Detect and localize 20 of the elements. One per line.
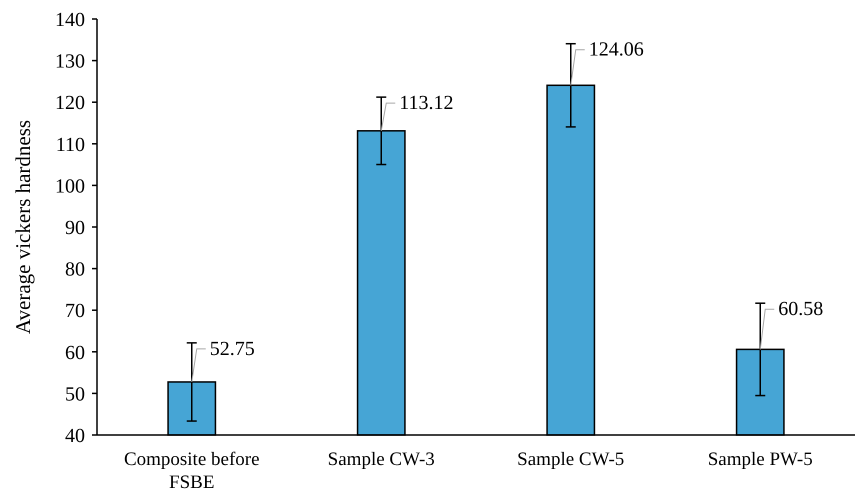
- x-tick-label: Sample PW-5: [708, 449, 813, 470]
- y-tick-label: 100: [55, 175, 85, 198]
- y-tick-label: 80: [65, 258, 85, 281]
- data-label: 60.58: [778, 298, 824, 320]
- y-tick-label: 140: [55, 9, 85, 31]
- y-tick-label: 50: [65, 383, 85, 406]
- x-tick-label: Composite before FSBE: [124, 449, 260, 493]
- data-label: 113.12: [399, 92, 454, 114]
- y-tick-label: 130: [55, 50, 85, 73]
- x-tick-label: Sample CW-5: [517, 449, 624, 470]
- y-axis-title: Average vickers hardness: [11, 120, 35, 334]
- y-tick-label: 40: [65, 425, 85, 447]
- y-tick-label: 90: [65, 217, 85, 239]
- y-tick-label: 60: [65, 342, 85, 364]
- y-tick-label: 70: [65, 300, 85, 322]
- data-label: 52.75: [210, 338, 255, 360]
- y-tick-label: 110: [56, 134, 85, 156]
- y-tick-label: 120: [55, 92, 85, 114]
- data-label: 124.06: [588, 38, 644, 61]
- x-tick-label: Sample CW-3: [328, 449, 435, 470]
